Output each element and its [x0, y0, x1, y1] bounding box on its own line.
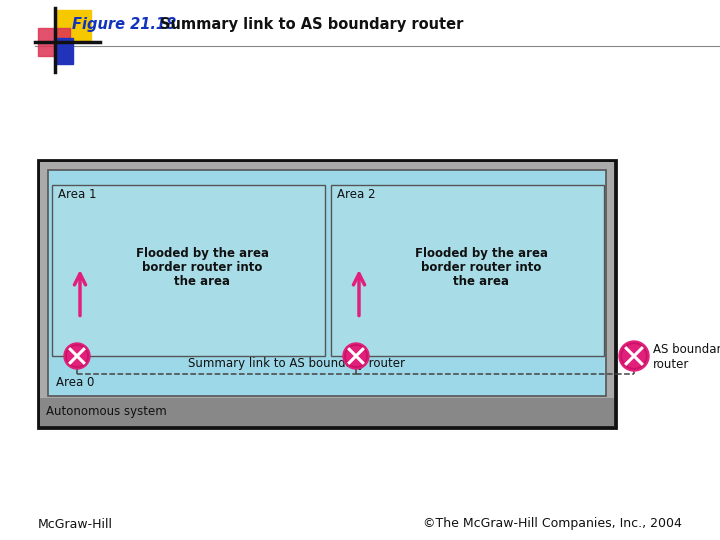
Text: Summary link to AS boundary router: Summary link to AS boundary router	[188, 357, 405, 370]
Circle shape	[619, 341, 649, 371]
Circle shape	[64, 343, 90, 369]
Text: Autonomous system: Autonomous system	[46, 406, 167, 419]
Text: AS boundary: AS boundary	[653, 342, 720, 355]
Text: Figure 21.18: Figure 21.18	[72, 17, 176, 32]
Text: the area: the area	[453, 274, 509, 288]
Text: border router into: border router into	[142, 261, 262, 274]
Text: border router into: border router into	[421, 261, 541, 274]
Text: McGraw-Hill: McGraw-Hill	[38, 517, 113, 530]
Bar	[40, 398, 614, 426]
Bar	[38, 160, 616, 428]
Bar	[40, 162, 614, 398]
Bar	[38, 28, 70, 56]
Bar	[55, 38, 73, 64]
Text: the area: the area	[174, 274, 230, 288]
Bar	[331, 185, 604, 356]
Text: Flooded by the area: Flooded by the area	[415, 247, 548, 260]
Text: Flooded by the area: Flooded by the area	[135, 247, 269, 260]
Bar	[52, 185, 325, 356]
Text: Area 1: Area 1	[58, 188, 96, 201]
Text: Area 0: Area 0	[56, 375, 94, 388]
Text: ©The McGraw-Hill Companies, Inc., 2004: ©The McGraw-Hill Companies, Inc., 2004	[423, 517, 682, 530]
Text: Area 2: Area 2	[337, 188, 376, 201]
Bar	[48, 170, 606, 396]
Text: Summary link to AS boundary router: Summary link to AS boundary router	[160, 17, 464, 32]
Circle shape	[343, 343, 369, 369]
Text: router: router	[653, 357, 689, 370]
Bar	[55, 10, 91, 42]
